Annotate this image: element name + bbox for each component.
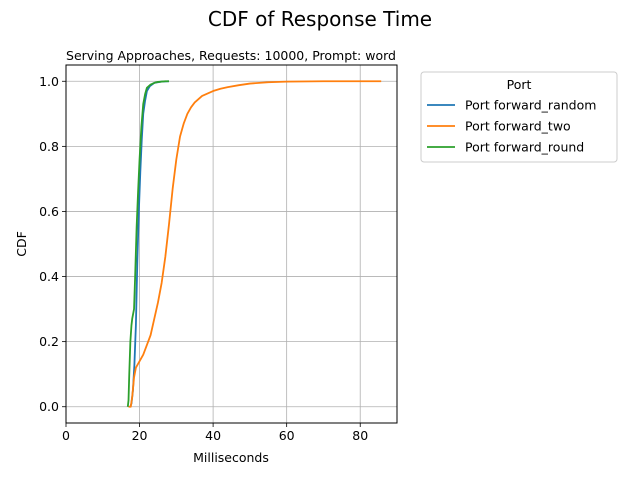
y-tick-label: 0.2 (39, 334, 59, 349)
x-tick-label: 80 (352, 428, 368, 443)
chart-subtitle: Serving Approaches, Requests: 10000, Pro… (66, 48, 396, 63)
axis-ticks: 0 20 40 60 80 0.0 0.2 0.4 0.6 0.8 1.0 (39, 74, 368, 443)
x-tick-label: 60 (279, 428, 295, 443)
y-tick-label: 0.4 (39, 269, 59, 284)
legend-label-0: Port forward_random (465, 98, 596, 113)
grid (65, 65, 397, 423)
y-tick-label: 0.8 (39, 139, 59, 154)
legend-label-1: Port forward_two (465, 119, 571, 134)
legend-label-2: Port forward_round (465, 140, 584, 155)
legend: Port Port forward_random Port forward_two… (420, 71, 618, 163)
x-tick-label: 20 (132, 428, 148, 443)
legend-title: Port (507, 77, 532, 92)
y-axis-label: CDF (14, 231, 29, 257)
plot-frame (65, 64, 398, 424)
legend-box (420, 71, 618, 163)
series-lines (126, 80, 382, 408)
y-tick-label: 1.0 (39, 74, 59, 89)
chart-title: CDF of Response Time (208, 7, 432, 31)
series-line-1 (128, 80, 382, 408)
x-axis-label: Milliseconds (193, 450, 269, 465)
series-line-2 (126, 80, 169, 407)
x-tick-label: 0 (62, 428, 70, 443)
y-tick-label: 0.0 (39, 399, 59, 414)
y-tick-label: 0.6 (39, 204, 59, 219)
x-tick-label: 40 (205, 428, 221, 443)
